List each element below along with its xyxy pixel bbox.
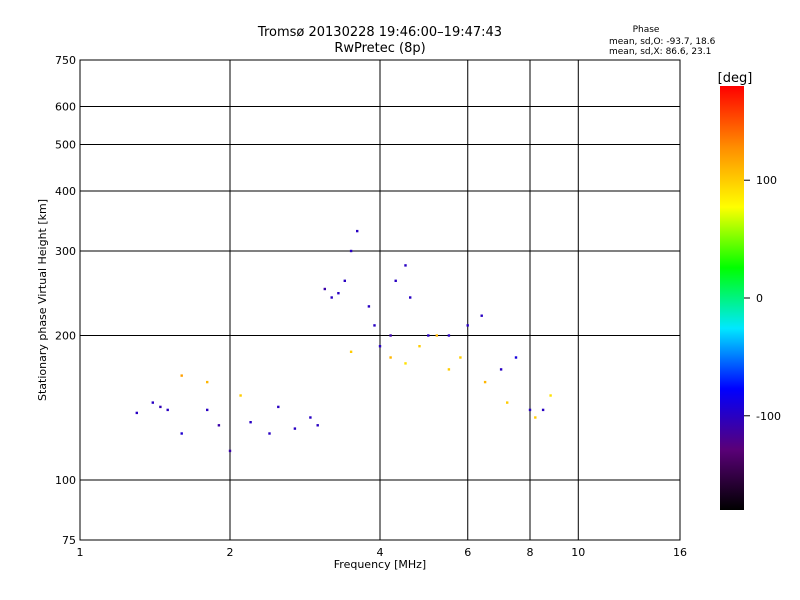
data-point: [466, 324, 469, 327]
points-layer: [135, 229, 552, 453]
data-point: [180, 374, 183, 377]
y-tick-label: 100: [55, 474, 76, 487]
colorbar-label: [deg]: [718, 71, 753, 86]
phase-box-title: Phase: [633, 25, 660, 35]
data-point: [228, 449, 232, 453]
data-point: [166, 408, 169, 412]
data-point: [389, 334, 392, 337]
y-tick-label: 400: [55, 185, 76, 198]
colorbar: [720, 86, 744, 510]
chart-subtitle: RwPretec (8p): [334, 41, 425, 56]
data-point: [309, 416, 312, 419]
grid-layer: [80, 60, 680, 540]
data-point: [447, 334, 451, 337]
data-point: [404, 362, 407, 365]
colorbar-ticks: 100 0 -100: [744, 174, 781, 423]
data-point: [330, 296, 333, 299]
y-tick-label: 500: [55, 139, 76, 152]
data-point: [206, 408, 209, 412]
data-point: [180, 432, 183, 435]
data-point: [427, 334, 430, 337]
x-tick-label: 4: [377, 546, 384, 559]
data-point: [394, 279, 397, 282]
data-point: [367, 305, 371, 308]
data-point: [135, 411, 138, 415]
y-tick-label: 200: [55, 330, 76, 343]
y-tick-label: 75: [62, 534, 76, 547]
data-point: [447, 368, 451, 371]
data-point: [409, 296, 412, 299]
data-point: [337, 292, 340, 295]
phase-box-line-1: mean, sd,O: -93.7, 18.6: [609, 37, 716, 47]
data-point: [293, 427, 297, 430]
data-point: [514, 356, 518, 359]
data-point: [159, 405, 162, 409]
data-point: [389, 356, 392, 359]
data-point: [418, 345, 421, 348]
colorbar-tick-label: 0: [756, 292, 763, 305]
data-point: [435, 334, 438, 337]
data-point: [268, 432, 271, 435]
data-point: [506, 401, 509, 404]
data-point: [480, 314, 483, 317]
data-point: [499, 368, 503, 371]
data-point: [277, 405, 280, 409]
data-point: [459, 356, 462, 359]
data-point: [249, 421, 252, 424]
phase-box-line-2: mean, sd,X: 86.6, 23.1: [609, 47, 711, 57]
data-point: [323, 287, 326, 291]
data-point: [206, 380, 209, 384]
data-point: [217, 424, 221, 427]
data-point: [549, 394, 552, 397]
data-point: [541, 408, 545, 412]
data-point: [349, 249, 353, 253]
data-point: [483, 380, 487, 384]
y-axis-label: Stationary phase Virtual Height [km]: [36, 199, 49, 401]
x-tick-label: 10: [571, 546, 585, 559]
data-point: [316, 424, 319, 427]
x-tick-label: 8: [527, 546, 534, 559]
data-point: [404, 264, 407, 267]
tick-layer: 1 2 4 6 8 10 16 75 100 200 300 400 500 600 750: [55, 54, 687, 559]
data-point: [343, 279, 346, 282]
data-point: [349, 350, 353, 353]
data-point: [534, 416, 537, 419]
chart-title: Tromsø 20130228 19:46:00–19:47:43: [257, 25, 502, 40]
data-point: [528, 408, 532, 412]
data-point: [373, 324, 376, 327]
x-tick-label: 1: [77, 546, 84, 559]
y-tick-label: 750: [55, 54, 76, 67]
x-tick-label: 16: [673, 546, 687, 559]
colorbar-tick-label: -100: [756, 410, 781, 423]
data-point: [239, 394, 242, 397]
y-tick-label: 300: [55, 245, 76, 258]
colorbar-tick-label: 100: [756, 174, 777, 187]
data-point: [151, 401, 154, 404]
data-point: [356, 229, 359, 233]
x-axis-label: Frequency [MHz]: [334, 558, 426, 571]
data-point: [378, 345, 382, 348]
y-tick-label: 600: [55, 101, 76, 114]
x-tick-label: 2: [227, 546, 234, 559]
x-tick-label: 6: [464, 546, 471, 559]
